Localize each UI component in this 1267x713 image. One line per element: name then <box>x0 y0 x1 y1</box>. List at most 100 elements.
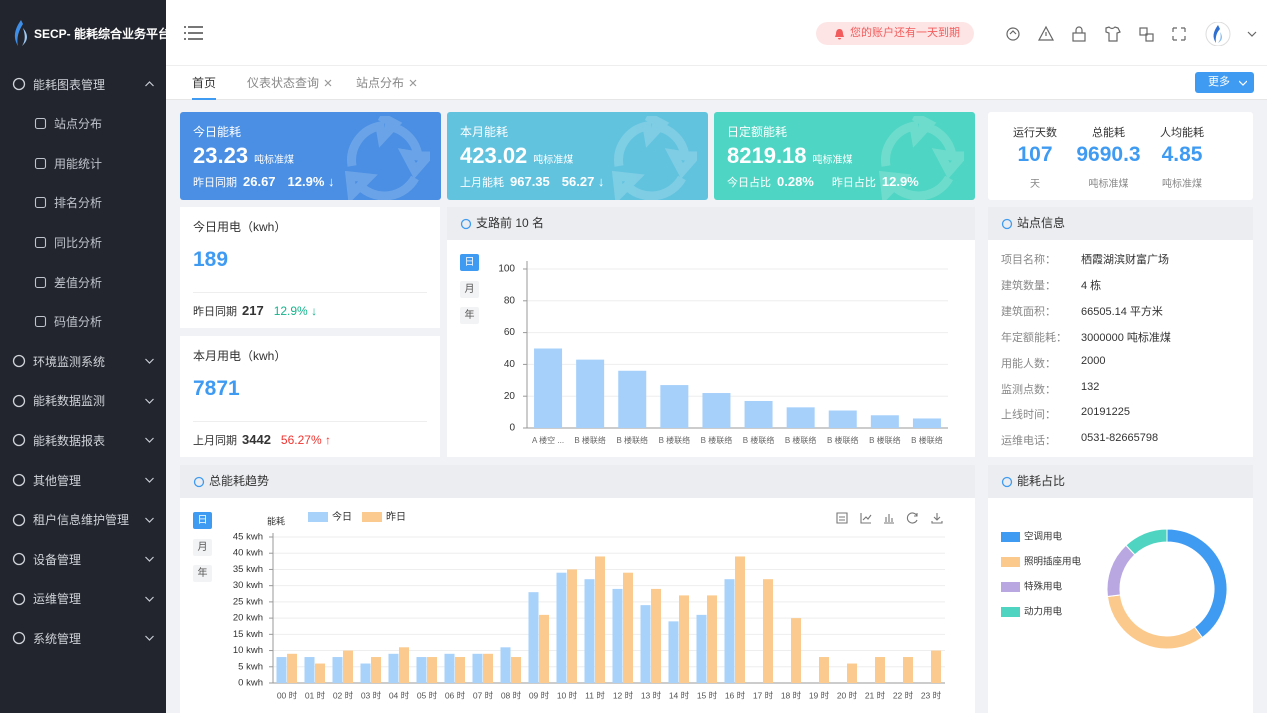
y-tick-label: 15 kwh <box>233 629 263 640</box>
submenu-item[interactable]: 同比分析 <box>0 222 166 262</box>
info-label: 建筑面积： <box>1001 305 1056 318</box>
menu-label: 设备管理 <box>33 552 82 567</box>
toolbar-icon[interactable] <box>860 513 872 524</box>
menu-item[interactable]: 设备管理 <box>0 539 166 579</box>
submenu-item[interactable]: 码值分析 <box>0 302 166 342</box>
x-tick-label: 11 时 <box>585 690 605 700</box>
tab[interactable]: 首页 <box>192 66 217 100</box>
tab-close[interactable] <box>409 79 417 87</box>
x-tick-label: 01 时 <box>305 690 326 700</box>
menu-item[interactable]: 其他管理 <box>0 460 166 500</box>
bar <box>791 618 801 683</box>
power-value: 189 <box>193 248 229 271</box>
bar <box>455 657 465 683</box>
tab[interactable]: 仪表状态查询 <box>247 66 332 100</box>
icon-shape <box>34 197 47 209</box>
bar-chart: 0 20 40 60 80 100 A 楼空 ... B 楼联络 B 楼联络 B 楼联络 B 楼联络… <box>498 261 948 445</box>
x-tick-label: B 楼联络 <box>827 435 859 445</box>
y-tick-label: 35 kwh <box>233 564 263 575</box>
bar <box>696 614 707 683</box>
menu-item[interactable]: 环境监测系统 <box>0 341 166 381</box>
x-tick-label: 20 时 <box>837 690 858 700</box>
menu-item[interactable]: 能耗数据报表 <box>0 420 166 460</box>
bar <box>651 588 661 683</box>
change-value: 56.27% ↑ <box>280 433 331 447</box>
menu-icon <box>12 473 26 487</box>
compare-value: 217 <box>242 303 264 318</box>
menu-icon <box>12 355 26 368</box>
more-button[interactable]: 更多 <box>1195 72 1254 93</box>
branch-chart-panel: 支路前 10 名日月年 0 20 40 60 80 100 A 楼空 ... B 楼联络 B 楼联… <box>447 207 975 457</box>
bar <box>618 370 647 428</box>
tab-close[interactable] <box>324 79 332 87</box>
sidebar: SECP- 能耗综合业务平台 能耗图表管理 站点分布 用能统计 排名分析 同比分析 差值分… <box>0 0 170 713</box>
period-button[interactable]: 日 <box>193 512 212 529</box>
y-tick-label: 80 <box>504 295 516 306</box>
bar <box>399 647 409 683</box>
icon-shape <box>12 394 26 407</box>
submenu-label: 用能统计 <box>54 156 103 171</box>
tab[interactable]: 站点分布 <box>356 66 417 100</box>
panel-header: 能耗占比 <box>988 465 1253 498</box>
bar <box>744 400 773 428</box>
chevron-shape <box>145 437 154 444</box>
info-value: 3000000 吨标准煤 <box>1081 331 1171 344</box>
stat-unit: 吨标准煤 <box>1088 179 1129 190</box>
expiry-notice[interactable]: 您的账户还有一天到期 <box>816 22 974 45</box>
chart-toolbar[interactable] <box>836 512 943 524</box>
info-value: 0531-82665798 <box>1081 432 1159 445</box>
toolbar-icon[interactable] <box>906 512 918 524</box>
submenu-item[interactable]: 站点分布 <box>0 104 166 144</box>
period-button[interactable]: 年 <box>193 565 212 582</box>
toolbar-icons[interactable] <box>1004 22 1264 46</box>
card-title: 本月能耗 <box>460 125 509 139</box>
menu-icon <box>12 513 26 526</box>
menu-item[interactable]: 能耗数据监测 <box>0 381 166 421</box>
donut-slice <box>1106 544 1136 598</box>
period-button[interactable]: 月 <box>193 538 212 556</box>
menu-item[interactable]: 系统管理 <box>0 618 166 658</box>
menu-item[interactable]: 能耗图表管理 <box>0 64 166 104</box>
period-button[interactable]: 月 <box>460 280 479 298</box>
legend-label: 动力用电 <box>1024 606 1063 618</box>
period-button[interactable]: 年 <box>460 307 479 324</box>
power-card: 本月用电（kwh） 7871 上月同期 3442 56.27% ↑ <box>180 336 440 457</box>
card-watermark <box>344 116 430 200</box>
donut-slice <box>1125 528 1168 556</box>
bar <box>912 418 941 428</box>
divider <box>193 292 427 293</box>
bar <box>416 657 427 683</box>
menu-label: 能耗数据报表 <box>33 433 106 448</box>
toolbar-icon[interactable] <box>884 514 894 524</box>
submenu-item[interactable]: 排名分析 <box>0 183 166 223</box>
toolbar-icon[interactable] <box>836 512 848 524</box>
period-button[interactable]: 日 <box>460 254 479 271</box>
submenu-item[interactable]: 用能统计 <box>0 143 166 183</box>
footer-value: 26.67 <box>243 174 276 189</box>
submenu-item[interactable]: 差值分析 <box>0 262 166 302</box>
menu-label: 其他管理 <box>33 473 82 488</box>
power-card: 今日用电（kwh） 189 昨日同期 217 12.9% ↓ <box>180 207 440 328</box>
bar <box>640 605 651 683</box>
stat-unit: 天 <box>1030 179 1040 190</box>
bar <box>388 653 399 683</box>
menu-item[interactable]: 租户信息维护管理 <box>0 500 166 540</box>
bar <box>315 663 325 683</box>
panel-icon <box>460 218 472 230</box>
panel-icon <box>1001 476 1013 488</box>
x-tick-label: B 楼联络 <box>701 435 733 445</box>
compare-label: 昨日同期 <box>193 306 237 318</box>
legend-swatch <box>362 512 382 522</box>
menu-toggle[interactable] <box>184 25 204 41</box>
menu-icon <box>12 592 26 605</box>
legend-label: 空调用电 <box>1024 531 1063 543</box>
menu-item[interactable]: 运维管理 <box>0 579 166 619</box>
bar <box>567 569 577 683</box>
info-label: 建筑数量： <box>1001 279 1056 292</box>
info-label: 用能人数： <box>1001 357 1056 370</box>
toolbar-icon[interactable] <box>931 513 943 524</box>
x-tick-label: A 楼空 ... <box>532 435 564 445</box>
